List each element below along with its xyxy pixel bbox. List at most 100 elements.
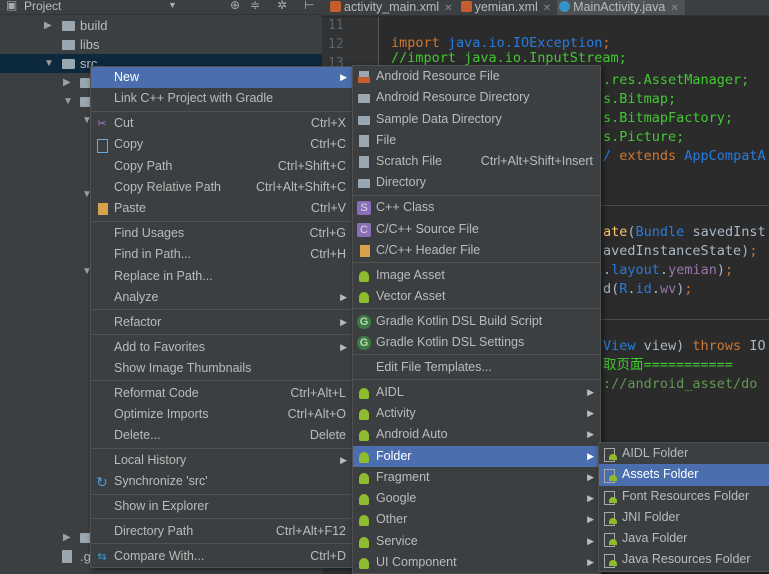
- tree-expand-arrow-icon[interactable]: ▶: [63, 77, 71, 88]
- folder-icon: [62, 21, 75, 31]
- menu-item-label: Google: [376, 491, 417, 506]
- menu-item-local-history[interactable]: Local History ▶: [91, 450, 353, 471]
- tree-collapse-arrow-icon[interactable]: ▼: [82, 266, 92, 277]
- menu-item-compare-with[interactable]: ⇆ Compare With... Ctrl+D: [91, 546, 353, 567]
- menu-item-cut[interactable]: ✂ Cut Ctrl+X: [91, 113, 353, 134]
- menu-item-new[interactable]: New ▶: [91, 67, 353, 89]
- menu-item-delete[interactable]: Delete... Delete: [91, 425, 353, 446]
- menu-item-label: Gradle Kotlin DSL Build Script: [376, 313, 543, 328]
- menu-item-edit-file-templates[interactable]: Edit File Templates...: [353, 357, 600, 378]
- menu-item-optimize-imports[interactable]: Optimize Imports Ctrl+Alt+O: [91, 404, 353, 425]
- code-token: wv: [659, 281, 677, 297]
- tree-row[interactable]: ▶: [0, 73, 322, 92]
- menu-item-copy-path[interactable]: Copy Path Ctrl+Shift+C: [91, 156, 353, 177]
- tree-row[interactable]: ▶: [0, 528, 322, 547]
- menu-item-replace-in-path[interactable]: Replace in Path...: [91, 266, 353, 287]
- tree-expand-arrow-icon[interactable]: ▶: [63, 532, 71, 543]
- menu-item-synchronize-src[interactable]: ↻ Synchronize 'src': [91, 471, 353, 492]
- tree-row-libs[interactable]: libs: [0, 35, 322, 54]
- code-token: ;: [724, 262, 734, 278]
- menu-item-c-c-header-file[interactable]: C/C++ Header File: [353, 240, 600, 261]
- code-token: /: [603, 148, 620, 164]
- locate-icon[interactable]: ⊕: [230, 0, 241, 12]
- afolder-icon: [603, 532, 617, 548]
- menu-item-fragment[interactable]: Fragment ▶: [353, 467, 600, 488]
- menu-item-java-folder[interactable]: Java Folder: [599, 528, 769, 549]
- menu-item-font-resources-folder[interactable]: Font Resources Folder: [599, 486, 769, 507]
- close-tab-icon[interactable]: ✕: [444, 3, 453, 14]
- menu-item-scratch-file[interactable]: Scratch File Ctrl+Alt+Shift+Insert: [353, 151, 600, 172]
- close-tab-icon[interactable]: ✕: [542, 3, 552, 14]
- menu-item-copy-relative-path[interactable]: Copy Relative Path Ctrl+Alt+Shift+C: [91, 177, 353, 198]
- tree-expand-arrow-icon[interactable]: ▶: [44, 20, 52, 31]
- menu-item-aidl-folder[interactable]: AIDL Folder: [599, 443, 769, 464]
- menu-item-assets-folder[interactable]: Assets Folder: [599, 464, 769, 486]
- shortcut: Ctrl+V: [310, 201, 346, 216]
- project-view-selector[interactable]: Project: [24, 0, 62, 13]
- code-token: ;: [602, 35, 611, 51]
- menu-item-service[interactable]: Service ▶: [353, 531, 600, 552]
- menu-item-analyze[interactable]: Analyze ▶: [91, 287, 353, 308]
- menu-item-c-c-source-file[interactable]: C C/C++ Source File: [353, 219, 600, 240]
- project-panel-header: ▣ Project ▼ ⊕ ≑ ✲ ⊢: [0, 0, 322, 15]
- tree-collapse-arrow-icon[interactable]: ▼: [63, 96, 73, 107]
- menu-item-reformat-code[interactable]: Reformat Code Ctrl+Alt+L: [91, 383, 353, 404]
- menu-item-file[interactable]: File: [353, 130, 600, 151]
- line-number: 11: [328, 18, 344, 33]
- menu-item-activity[interactable]: Activity ▶: [353, 403, 600, 424]
- menu-item-show-in-explorer[interactable]: Show in Explorer: [91, 496, 353, 517]
- menu-item-gradle-kotlin-dsl-settings[interactable]: G Gradle Kotlin DSL Settings: [353, 332, 600, 353]
- menu-item-label: Find in Path...: [114, 247, 192, 262]
- menu-item-c-class[interactable]: S C++ Class: [353, 197, 600, 218]
- tree-row[interactable]: ▼: [0, 92, 322, 111]
- menu-item-refactor[interactable]: Refactor ▶: [91, 312, 353, 333]
- menu-item-directory-path[interactable]: Directory Path Ctrl+Alt+F12: [91, 521, 353, 542]
- res-icon: [357, 70, 371, 84]
- shortcut: Ctrl+Alt+Shift+C: [256, 179, 346, 194]
- menu-item-android-resource-file[interactable]: Android Resource File: [353, 66, 600, 87]
- tree-row-build[interactable]: ▶ build: [0, 16, 322, 35]
- menu-item-google[interactable]: Google ▶: [353, 488, 600, 509]
- menu-item-aidl[interactable]: AIDL ▶: [353, 382, 600, 403]
- code-token: java.io.IOException: [447, 35, 603, 51]
- menu-item-java-resources-folder[interactable]: Java Resources Folder: [599, 549, 769, 570]
- menu-item-directory[interactable]: Directory: [353, 172, 600, 193]
- menu-item-paste[interactable]: Paste Ctrl+V: [91, 198, 353, 219]
- tree-collapse-arrow-icon[interactable]: ▼: [82, 189, 92, 200]
- menu-item-folder[interactable]: Folder ▶: [353, 445, 600, 467]
- tab-yemian-xml[interactable]: yemian.xml ✕: [459, 0, 558, 15]
- menu-item-sample-data-directory[interactable]: Sample Data Directory: [353, 109, 600, 130]
- menu-item-gradle-kotlin-dsl-build-script[interactable]: G Gradle Kotlin DSL Build Script: [353, 311, 600, 332]
- folder-icon: [357, 176, 371, 190]
- tree-collapse-arrow-icon[interactable]: ▼: [44, 58, 54, 69]
- menu-item-vector-asset[interactable]: Vector Asset: [353, 286, 600, 307]
- code-token: avedInstanceState): [603, 243, 750, 259]
- menu-item-add-to-favorites[interactable]: Add to Favorites ▶: [91, 337, 353, 358]
- menu-item-find-in-path[interactable]: Find in Path... Ctrl+H: [91, 244, 353, 265]
- submenu-arrow-icon: ▶: [587, 471, 594, 482]
- close-tab-icon[interactable]: ✕: [670, 3, 679, 14]
- hide-panel-icon[interactable]: ⊢: [304, 0, 315, 12]
- tab-mainactivity-java[interactable]: MainActivity.java ✕: [557, 0, 685, 15]
- menu-item-android-resource-directory[interactable]: Android Resource Directory: [353, 87, 600, 108]
- gear-icon[interactable]: ✲: [277, 0, 288, 12]
- menu-item-copy[interactable]: Copy Ctrl+C: [91, 134, 353, 155]
- menu-item-image-asset[interactable]: Image Asset: [353, 265, 600, 286]
- menu-item-label: Copy: [114, 137, 144, 152]
- afolder-icon: [603, 511, 617, 526]
- menu-item-other[interactable]: Other ▶: [353, 509, 600, 530]
- menu-item-android-auto[interactable]: Android Auto ▶: [353, 424, 600, 445]
- menu-item-show-image-thumbnails[interactable]: Show Image Thumbnails: [91, 358, 353, 379]
- menu-item-find-usages[interactable]: Find Usages Ctrl+G: [91, 223, 353, 244]
- menu-item-ui-component[interactable]: UI Component ▶: [353, 552, 600, 573]
- code-token: .: [659, 262, 669, 278]
- menu-item-label: Compare With...: [114, 548, 205, 563]
- collapse-all-icon[interactable]: ≑: [250, 0, 261, 12]
- tab-activity-main-xml[interactable]: activity_main.xml ✕: [328, 0, 459, 15]
- tree-row-g[interactable]: .g: [0, 547, 322, 566]
- menu-item-jni-folder[interactable]: JNI Folder: [599, 507, 769, 528]
- chevron-down-icon[interactable]: ▼: [168, 0, 177, 10]
- tree-collapse-arrow-icon[interactable]: ▼: [82, 115, 92, 126]
- menu-item-link-c-project-with-gradle[interactable]: Link C++ Project with Gradle: [91, 88, 353, 109]
- menu-item-label: Vector Asset: [376, 288, 446, 303]
